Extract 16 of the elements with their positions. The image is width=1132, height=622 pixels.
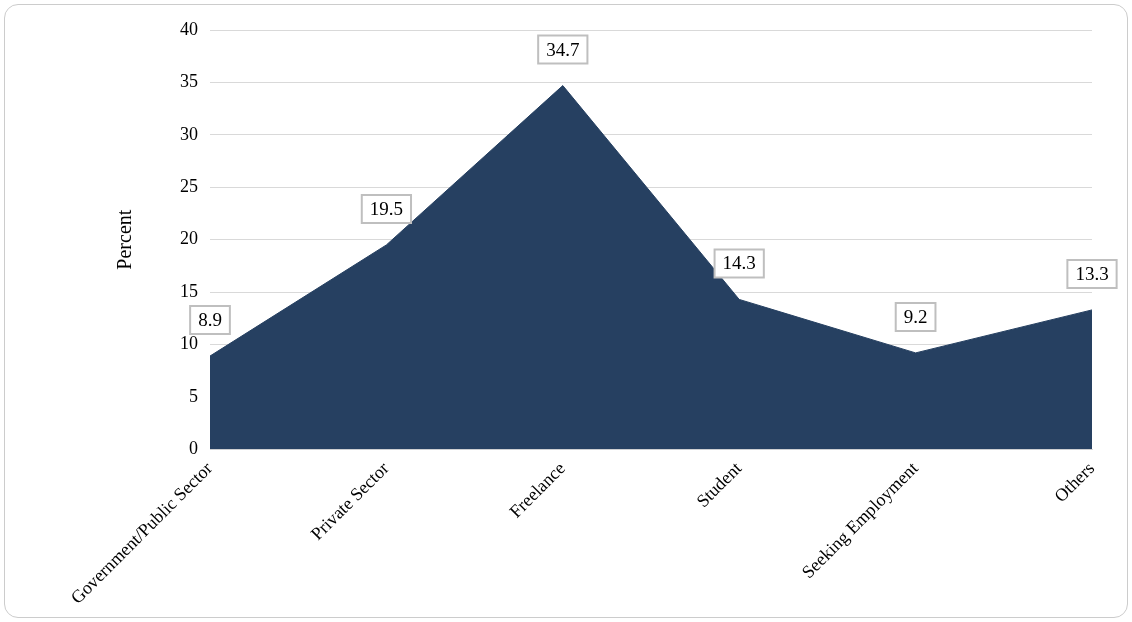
y-tick-label: 20 <box>180 228 198 249</box>
y-tick-label: 5 <box>189 385 198 406</box>
y-tick-label: 35 <box>180 71 198 92</box>
data-label: 13.3 <box>1075 262 1109 284</box>
y-tick-label: 10 <box>180 333 198 354</box>
y-axis-title: Percent <box>113 209 136 270</box>
y-tick-label: 40 <box>180 18 198 39</box>
data-label: 9.2 <box>903 305 928 327</box>
data-label: 19.5 <box>369 197 404 219</box>
data-label: 34.7 <box>546 38 580 60</box>
y-tick-label: 25 <box>180 175 198 196</box>
data-label: 14.3 <box>722 252 756 274</box>
y-tick-label: 15 <box>180 280 198 301</box>
y-tick-label: 0 <box>189 438 198 459</box>
y-tick-label: 30 <box>180 123 198 144</box>
data-label: 8.9 <box>198 309 222 331</box>
